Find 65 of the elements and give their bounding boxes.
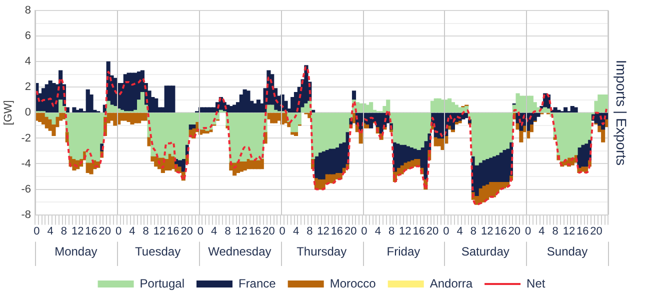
y-axis-title: [GW] — [2, 100, 15, 126]
x-tick-label: 8 — [470, 225, 476, 238]
x-tick-label: 12 — [480, 225, 494, 238]
x-tick-label: 12 — [317, 225, 330, 238]
x-tick-label: 20 — [344, 225, 357, 238]
x-tick-label: 4 — [129, 225, 136, 238]
x-tick-label: 16 — [167, 225, 180, 238]
x-tick-label: 16 — [412, 225, 425, 238]
x-tick-label: 0 — [443, 225, 450, 238]
x-tick-label: 4 — [374, 225, 381, 238]
text: Wednesday — [208, 244, 272, 258]
legend-label: France — [238, 276, 276, 290]
x-tick-label: 12 — [72, 225, 84, 238]
x-tick-label: 12 — [562, 225, 576, 238]
text: Saturday — [461, 244, 510, 258]
x-tick-label: 8 — [60, 225, 68, 238]
x-tick-label: 16 — [248, 225, 262, 238]
text: Thursday — [296, 244, 347, 258]
x-tick-label: 0 — [279, 225, 286, 238]
text: Tuesday — [135, 244, 181, 258]
text: Sunday — [546, 244, 588, 258]
x-tick-label: 20 — [180, 225, 193, 238]
y-tick-label: -8 — [21, 208, 31, 221]
y-tick-label: 6 — [24, 30, 31, 42]
x-tick-label: 16 — [576, 225, 589, 238]
x-tick-label: 8 — [388, 225, 395, 238]
y-tick-label: 0 — [24, 106, 31, 119]
x-tick-label: 20 — [590, 225, 602, 238]
x-tick-label: 20 — [508, 225, 520, 238]
x-tick-label: 4 — [456, 225, 463, 238]
x-tick-label: 16 — [85, 225, 98, 238]
x-tick-label: 12 — [235, 225, 248, 238]
x-tick-label: 8 — [224, 225, 231, 238]
y-tick-label: -2 — [21, 132, 31, 144]
x-tick-label: 8 — [306, 225, 313, 238]
y-tick-label: 8 — [24, 4, 31, 17]
y-tick-label: 4 — [24, 56, 31, 68]
y-tick-label: 2 — [24, 81, 31, 94]
x-tick-label: 16 — [330, 225, 344, 238]
x-tick-label: 8 — [142, 225, 149, 238]
x-tick-label: 4 — [47, 225, 54, 238]
y-tick-label: -6 — [21, 183, 31, 196]
x-tick-label: 0 — [34, 225, 40, 238]
x-tick-label: 0 — [197, 225, 204, 238]
x-tick-label: 12 — [153, 225, 166, 238]
x-tick-label: 4 — [538, 225, 545, 238]
x-tick-label: 20 — [98, 225, 112, 238]
x-tick-label: 20 — [262, 225, 275, 238]
y-tick-label: -4 — [21, 158, 31, 170]
legend-label: Andorra — [430, 276, 473, 290]
text: Friday — [386, 244, 420, 258]
legend-label: Net — [526, 276, 546, 290]
legend-label: Morocco — [330, 276, 376, 290]
x-tick-label: 4 — [211, 225, 218, 238]
x-tick-label: 20 — [426, 225, 439, 238]
text: Monday — [54, 244, 98, 258]
x-tick-label: 12 — [399, 225, 412, 238]
x-tick-label: 8 — [552, 225, 558, 238]
x-tick-label: 0 — [361, 225, 368, 238]
y2-axis-title: Imports | Exports — [614, 60, 630, 166]
x-tick-label: 0 — [116, 225, 122, 238]
x-tick-label: 4 — [292, 225, 300, 238]
legend-label: Portugal — [140, 276, 184, 290]
x-tick-label: 16 — [494, 225, 507, 238]
x-tick-label: 0 — [524, 225, 532, 238]
